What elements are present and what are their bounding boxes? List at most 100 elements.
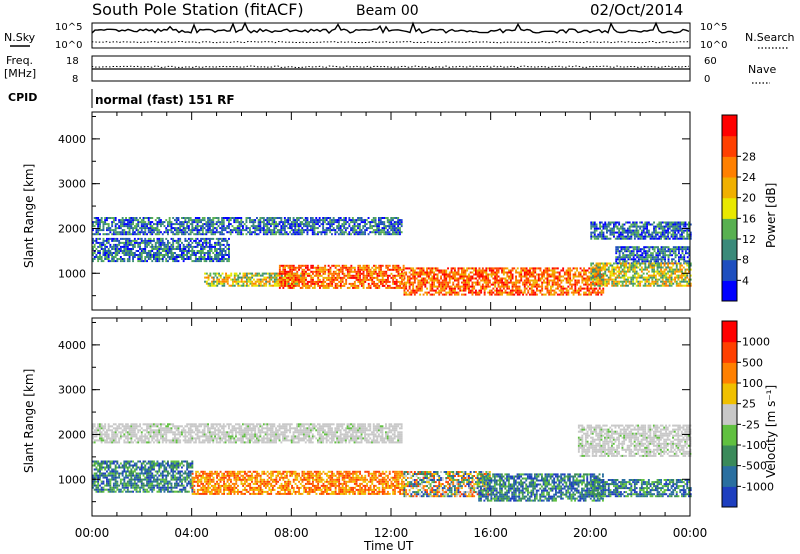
power-echo-cell [613, 221, 615, 224]
power-echo-cell [371, 221, 373, 224]
power-echo-cell [262, 227, 265, 230]
power-echo-cell [642, 272, 645, 275]
power-echo-cell [668, 284, 671, 287]
power-echo-cell [334, 272, 337, 275]
power-echo-cell [142, 248, 145, 250]
power-echo-cell [318, 231, 321, 234]
power-echo-cell [170, 221, 173, 224]
power-echo-cell [655, 262, 658, 265]
power-echo-cell [366, 274, 368, 277]
power-echo-cell [488, 269, 491, 272]
power-echo-cell [625, 272, 628, 275]
power-echo-cell [317, 284, 320, 287]
power-echo-cell [196, 252, 199, 254]
power-echo-cell [149, 252, 152, 254]
power-echo-cell [364, 231, 366, 234]
power-echo-cell [371, 274, 374, 277]
power-echo-cell [352, 274, 354, 277]
power-echo-cell [661, 276, 664, 279]
power-echo-cell [495, 293, 498, 296]
power-echo-cell [233, 272, 236, 275]
power-echo-cell [461, 269, 463, 272]
power-echo-cell [329, 282, 332, 285]
power-echo-cell [242, 272, 245, 275]
power-echo-cell [221, 284, 224, 287]
power-echo-cell [268, 278, 271, 281]
power-echo-cell [523, 273, 526, 276]
power-echo-cell [678, 258, 680, 261]
power-echo-cell [130, 239, 133, 242]
power-echo-cell [158, 260, 161, 263]
power-echo-cell [440, 287, 442, 290]
power-echo-cell [654, 280, 657, 283]
power-echo-cell [142, 225, 145, 228]
power-echo-cell [329, 276, 332, 279]
power-echo-cell [399, 276, 402, 279]
power-echo-cell [355, 233, 358, 236]
power-echo-cell [236, 227, 239, 230]
power-echo-cell [383, 274, 386, 277]
power-echo-cell [225, 278, 227, 281]
nave-label: Nave [748, 63, 776, 76]
power-echo-cell [222, 256, 225, 258]
power-echo-cell [203, 217, 206, 219]
power-echo-cell [495, 287, 498, 290]
power-echo-cell [265, 282, 268, 285]
power-echo-cell [513, 285, 516, 288]
power-echo-cell [123, 258, 126, 260]
power-echo-cell [471, 287, 474, 290]
power-echo-cell [387, 284, 389, 287]
power-echo-cell [114, 227, 117, 230]
power-echo-cell [303, 223, 305, 226]
power-echo-cell [177, 241, 180, 244]
power-echo-cell [144, 223, 147, 226]
power-echo-cell [135, 223, 138, 226]
power-echo-cell [196, 227, 199, 230]
power-echo-cell [550, 291, 552, 294]
power-echo-cell [476, 279, 479, 282]
power-echo-cell [322, 231, 325, 234]
power-echo-cell [593, 287, 596, 290]
power-echo-cell [504, 283, 507, 286]
power-echo-cell [146, 223, 148, 226]
power-echo-cell [289, 286, 292, 289]
power-echo-cell [431, 285, 434, 288]
power-echo-cell [660, 246, 663, 249]
power-echo-cell [590, 276, 593, 279]
power-echo-cell [408, 267, 411, 270]
power-echo-cell [189, 245, 192, 248]
power-echo-cell [609, 233, 612, 236]
power-echo-cell [123, 241, 126, 244]
power-echo-cell [179, 250, 182, 252]
power-echo-cell [299, 221, 302, 224]
power-echo-cell [415, 291, 418, 294]
power-echo-cell [269, 223, 272, 226]
power-echo-cell [672, 225, 675, 228]
power-echo-cell [602, 276, 605, 279]
power-echo-cell [107, 229, 110, 232]
power-echo-cell [112, 231, 115, 234]
power-echo-cell [650, 260, 652, 263]
power-echo-cell [279, 282, 281, 285]
power-echo-cell [630, 254, 633, 257]
power-echo-cell [593, 267, 596, 270]
power-echo-cell [548, 267, 551, 270]
power-echo-cell [590, 291, 592, 294]
power-echo-cell [261, 229, 264, 232]
power-echo-cell [358, 219, 361, 222]
power-echo-cell [410, 267, 413, 270]
power-echo-cell [301, 272, 304, 275]
power-echo-cell [207, 225, 209, 228]
power-echo-cell [203, 256, 206, 258]
power-echo-cell [454, 293, 456, 296]
power-echo-cell [635, 270, 638, 273]
power-echo-cell [632, 225, 635, 228]
power-echo-cell [629, 246, 632, 249]
power-echo-cell [189, 217, 192, 219]
power-echo-cell [667, 262, 669, 265]
power-echo-cell [104, 239, 107, 242]
power-echo-cell [643, 248, 646, 251]
power-echo-cell [436, 277, 439, 280]
power-echo-cell [102, 239, 105, 242]
power-echo-cell [201, 245, 204, 248]
